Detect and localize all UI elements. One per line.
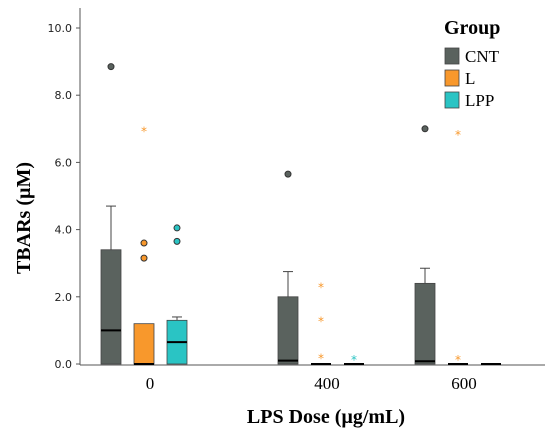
x-tick-label: 0 [146,374,155,393]
box-lpp-0 [166,224,188,365]
y-tick-label: 2.0 [55,291,73,304]
legend-label-lpp: LPP [465,91,494,110]
outlier-point [173,224,181,232]
extreme-point: * [351,353,357,367]
x-tick-label: 600 [451,374,477,393]
outlier-point [421,125,429,133]
extreme-point: * [455,128,461,142]
x-axis: 0 400 600 [146,374,477,393]
legend-label-cnt: CNT [465,47,500,66]
box-l-400: * * * [311,281,331,365]
outlier-point [140,239,148,247]
box-lpp-400: * [344,353,364,367]
box-body [100,249,122,365]
box-body [277,296,299,365]
y-axis-label: TBARs (µM) [13,162,35,274]
box-cnt-600 [414,125,436,365]
box-cnt-0 [100,63,122,365]
extreme-point: * [141,124,147,138]
extreme-point: * [318,314,324,328]
y-tick-label: 8.0 [55,89,73,102]
legend-label-l: L [465,69,475,88]
extreme-point: * [318,281,324,295]
box-l-0: * [133,124,155,365]
box-cnt-400 [277,170,299,365]
outlier-point [284,170,292,178]
y-tick-label: 4.0 [55,224,73,237]
legend-title: Group [444,17,500,39]
legend: Group CNT L LPP [444,17,500,110]
box-body [133,323,155,365]
y-axis: 0.0 2.0 4.0 6.0 8.0 10.0 [48,22,80,371]
box-body [414,282,436,365]
box-plots: ******* [100,63,501,367]
legend-swatch-cnt [444,47,460,65]
extreme-point: * [455,353,461,367]
box-l-600: ** [448,128,468,367]
outlier-point [107,63,115,71]
outlier-point [173,237,181,245]
x-axis-label: LPS Dose (µg/mL) [247,406,405,428]
y-tick-label: 0.0 [55,358,73,371]
outlier-point [140,254,148,262]
y-tick-label: 6.0 [55,156,73,169]
extreme-point: * [318,351,324,365]
y-tick-label: 10.0 [48,22,73,35]
x-tick-label: 400 [314,374,340,393]
legend-swatch-lpp [444,91,460,109]
legend-swatch-l [444,69,460,87]
